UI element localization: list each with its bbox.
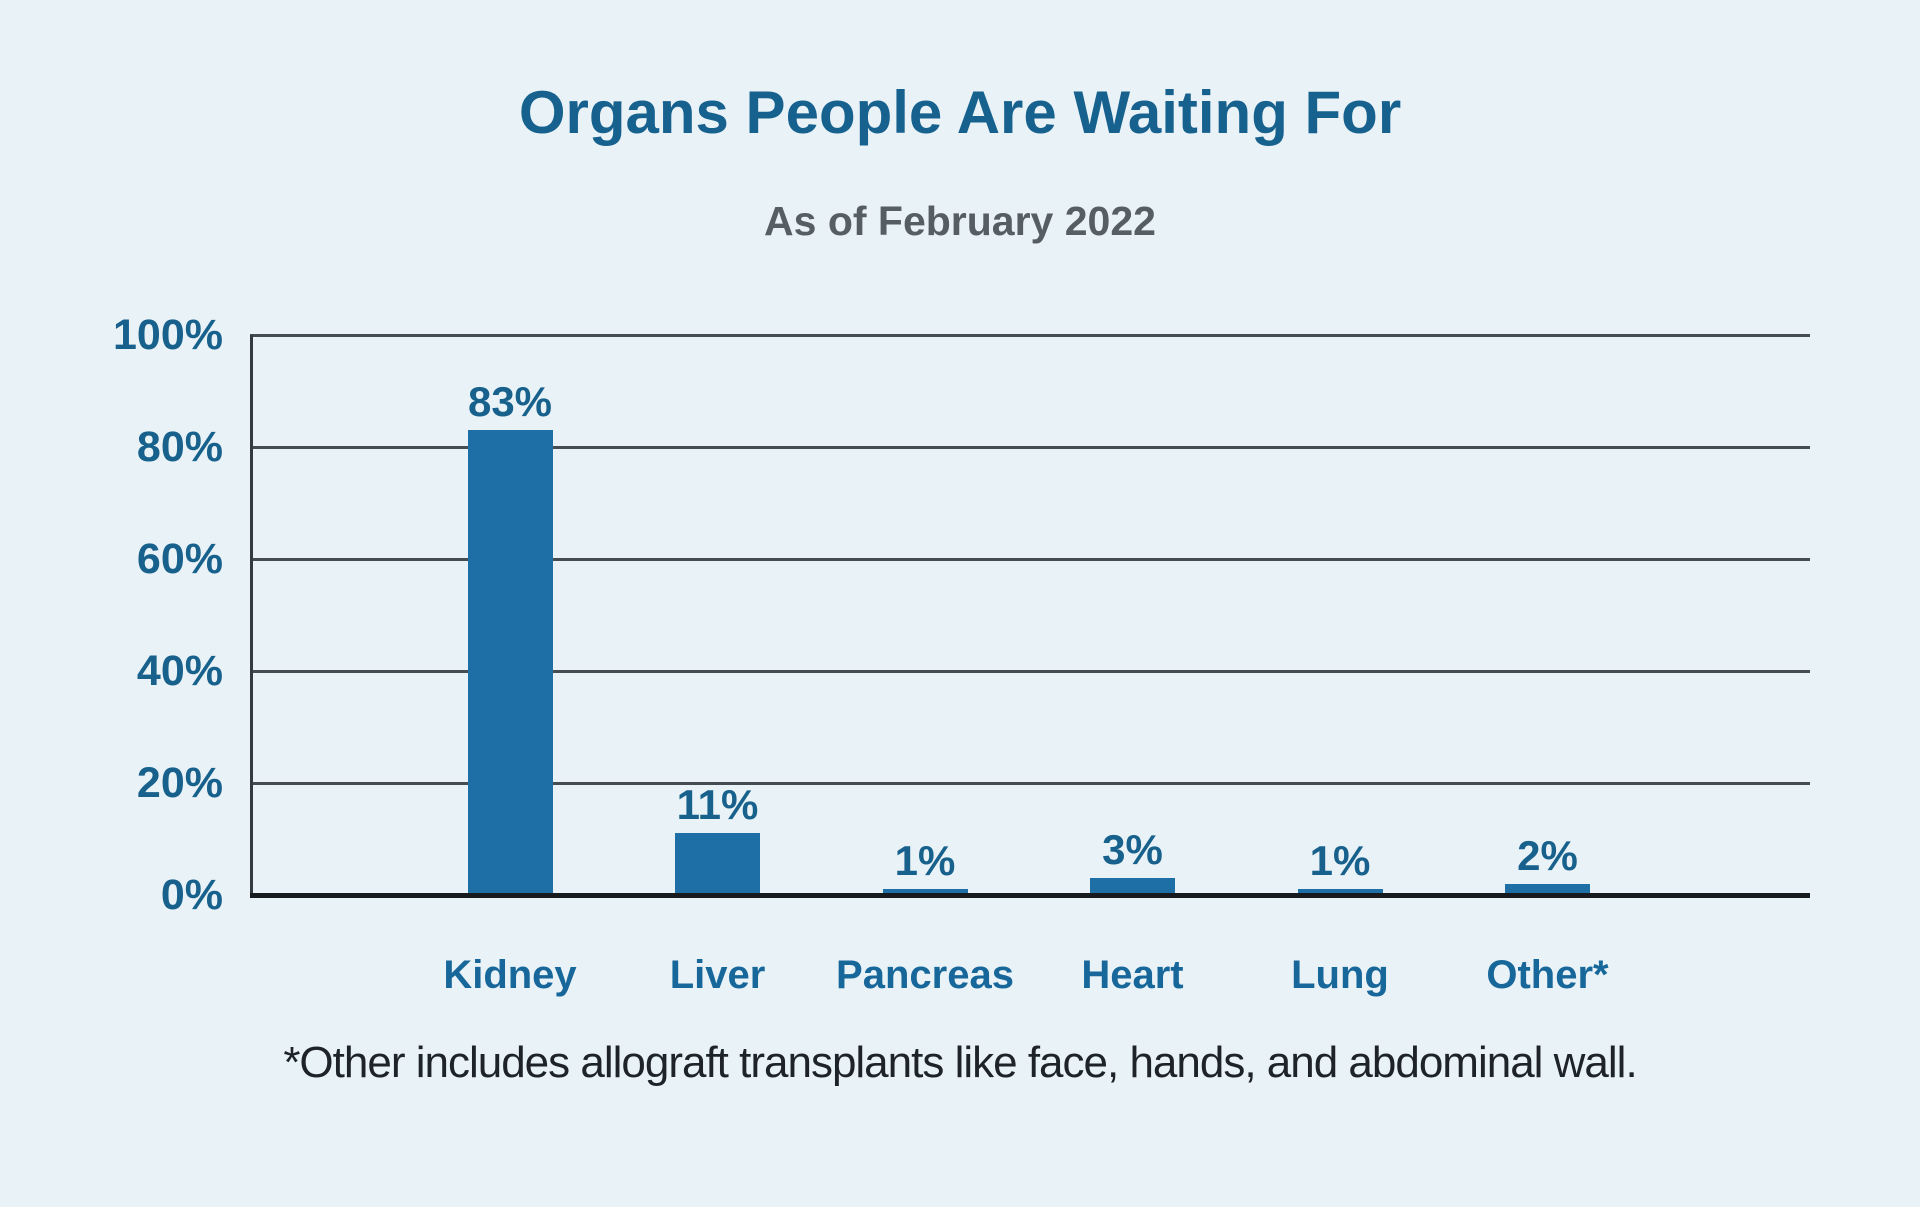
y-tick-label: 100% bbox=[113, 311, 223, 359]
bar-value-label: 11% bbox=[676, 781, 759, 829]
bar-value-label: 83% bbox=[467, 378, 553, 426]
y-tick-label: 40% bbox=[136, 647, 223, 695]
bar-liver bbox=[675, 833, 760, 895]
y-tick-label: 20% bbox=[136, 759, 223, 807]
x-category-label: Pancreas bbox=[836, 953, 1014, 997]
bar-lung bbox=[1297, 889, 1383, 895]
x-category-label: Kidney bbox=[443, 953, 577, 997]
gridline bbox=[250, 670, 1810, 673]
x-category-label: Lung bbox=[1291, 953, 1389, 997]
bar-value-label: 2% bbox=[1517, 831, 1578, 879]
chart-footnote: *Other includes allograft transplants li… bbox=[283, 1038, 1637, 1087]
y-tick-label: 80% bbox=[136, 423, 223, 471]
y-tick-label: 60% bbox=[136, 535, 223, 583]
bar-value-label: 1% bbox=[1309, 837, 1371, 885]
y-tick-label: 0% bbox=[160, 871, 223, 919]
y-axis-line bbox=[250, 335, 253, 895]
bar-value-label: 3% bbox=[1102, 826, 1163, 874]
bar-kidney bbox=[467, 430, 553, 895]
x-axis-baseline bbox=[250, 893, 1810, 898]
bar-value-label: 1% bbox=[894, 837, 956, 885]
gridline bbox=[250, 334, 1810, 337]
x-category-label: Heart bbox=[1081, 953, 1184, 997]
bar-other bbox=[1505, 883, 1590, 895]
x-category-label: Other* bbox=[1486, 953, 1609, 997]
gridline bbox=[250, 782, 1810, 785]
gridline bbox=[250, 558, 1810, 561]
gridline bbox=[250, 446, 1810, 449]
chart-subtitle: As of February 2022 bbox=[764, 198, 1156, 244]
x-category-label: Liver bbox=[669, 953, 766, 997]
chart-title: Organs People Are Waiting For bbox=[518, 79, 1402, 146]
bar-pancreas bbox=[882, 889, 968, 895]
bar-heart bbox=[1090, 878, 1175, 895]
